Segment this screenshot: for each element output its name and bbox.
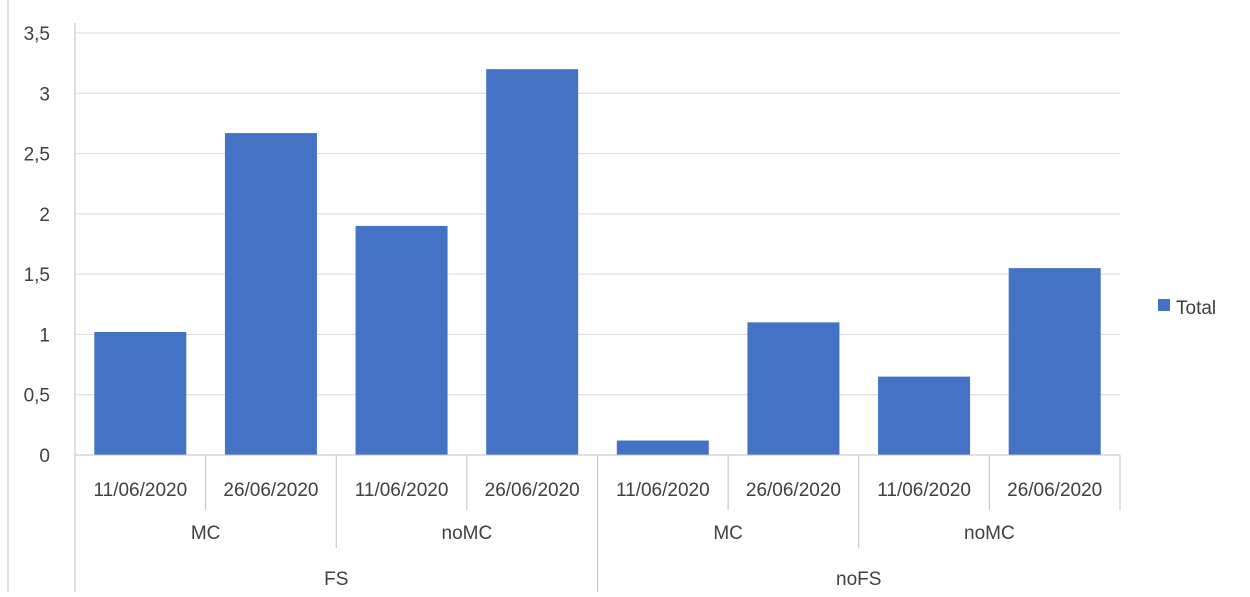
bars xyxy=(94,69,1101,456)
x-category-date: 26/06/2020 xyxy=(1007,480,1102,501)
x-group-label: noMC xyxy=(964,523,1015,544)
x-group-label: MC xyxy=(191,523,221,544)
legend: Total xyxy=(1158,298,1216,319)
y-axis-ticks: 0 0,5 1 1,5 2 2,5 3 3,5 xyxy=(24,24,50,467)
x-outer-label: noFS xyxy=(836,569,881,590)
y-tick-label: 3 xyxy=(39,84,50,105)
legend-swatch xyxy=(1158,299,1170,311)
y-tick-label: 2,5 xyxy=(24,145,50,166)
bar xyxy=(878,376,971,455)
x-axis-categories: 11/06/2020 26/06/2020 11/06/2020 26/06/2020… xyxy=(93,480,1102,590)
x-category-date: 26/06/2020 xyxy=(746,480,841,501)
bar xyxy=(94,332,187,455)
bar xyxy=(1008,268,1101,455)
x-category-date: 11/06/2020 xyxy=(93,480,187,501)
bar xyxy=(616,440,709,455)
x-group-label: noMC xyxy=(442,523,493,544)
y-tick-label: 2 xyxy=(39,205,50,226)
y-tick-label: 1 xyxy=(39,325,50,346)
x-category-date: 11/06/2020 xyxy=(877,480,971,501)
x-outer-label: FS xyxy=(324,569,348,590)
y-tick-label: 0 xyxy=(39,446,50,467)
x-category-date: 11/06/2020 xyxy=(616,480,710,501)
y-tick-label: 3,5 xyxy=(24,24,50,45)
bar xyxy=(747,322,840,455)
x-group-label: MC xyxy=(713,523,743,544)
legend-label-total: Total xyxy=(1176,298,1216,319)
axes xyxy=(7,0,1121,592)
bar xyxy=(486,69,579,456)
x-category-date: 26/06/2020 xyxy=(223,480,318,501)
bar xyxy=(224,133,317,455)
x-category-date: 11/06/2020 xyxy=(355,480,449,501)
x-category-date: 26/06/2020 xyxy=(485,480,580,501)
y-tick-label: 1,5 xyxy=(24,265,50,286)
bar xyxy=(355,225,448,455)
y-tick-label: 0,5 xyxy=(24,386,50,407)
